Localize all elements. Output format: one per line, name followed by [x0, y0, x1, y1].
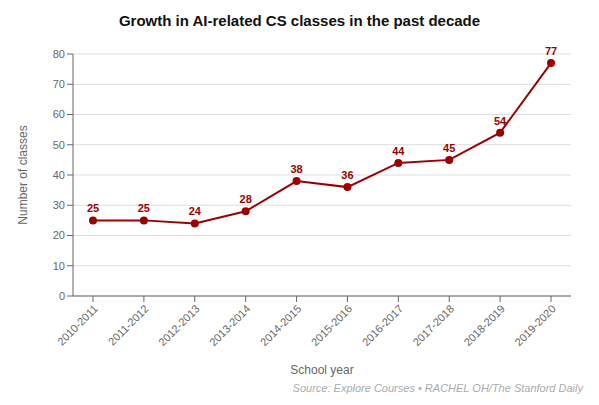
svg-text:24: 24	[189, 205, 202, 217]
svg-text:77: 77	[545, 45, 557, 57]
svg-text:2016-2017: 2016-2017	[360, 302, 406, 348]
svg-text:60: 60	[53, 108, 65, 120]
svg-text:54: 54	[494, 115, 507, 127]
html-text:Growth in AI-related CS classe: Growth in AI-related CS classes in the p…	[118, 12, 481, 29]
svg-text:2014-2015: 2014-2015	[258, 302, 304, 348]
svg-text:2013-2014: 2013-2014	[207, 302, 253, 348]
svg-text:36: 36	[341, 169, 353, 181]
svg-text:2012-2013: 2012-2013	[156, 302, 202, 348]
svg-text:Number of classes: Number of classes	[16, 125, 30, 224]
svg-text:2019-2020: 2019-2020	[512, 302, 558, 348]
svg-text:50: 50	[53, 139, 65, 151]
svg-text:40: 40	[53, 169, 65, 181]
svg-text:10: 10	[53, 260, 65, 272]
svg-text:2018-2019: 2018-2019	[461, 302, 507, 348]
svg-text:2010-2011: 2010-2011	[55, 302, 100, 347]
svg-text:30: 30	[53, 199, 65, 211]
svg-text:2017-2018: 2017-2018	[410, 302, 456, 348]
svg-text:2011-2012: 2011-2012	[106, 302, 151, 347]
svg-text:45: 45	[443, 142, 455, 154]
svg-text:20: 20	[53, 229, 65, 241]
svg-text:0: 0	[59, 290, 65, 302]
svg-text:25: 25	[87, 202, 99, 214]
svg-text:70: 70	[53, 78, 65, 90]
svg-text:School year: School year	[290, 363, 353, 377]
svg-text:2015-2016: 2015-2016	[309, 302, 355, 348]
svg-text:44: 44	[392, 145, 405, 157]
html-text:Source: Explore Courses • RACH: Source: Explore Courses • RACHEL OH/The …	[292, 382, 583, 394]
svg-text:28: 28	[240, 193, 252, 205]
svg-text:38: 38	[290, 163, 302, 175]
svg-text:25: 25	[138, 202, 150, 214]
svg-text:80: 80	[53, 48, 65, 60]
